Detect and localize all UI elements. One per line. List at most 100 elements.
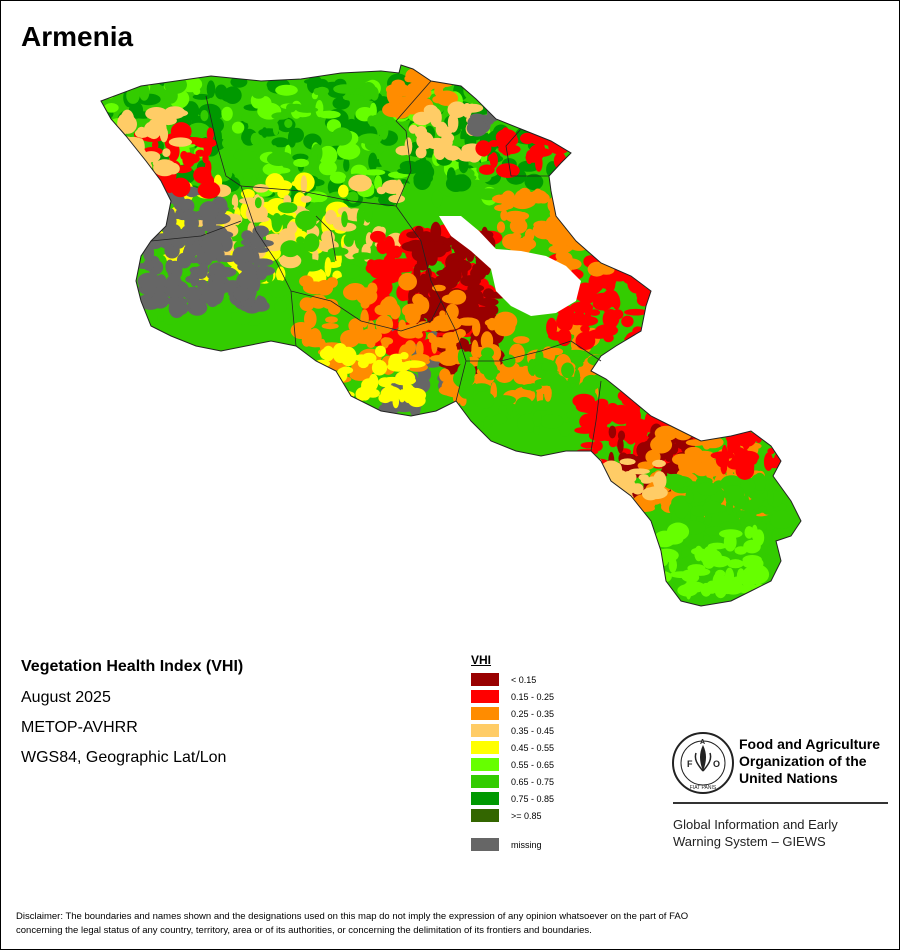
vhi-patch [470, 113, 485, 121]
vhi-patch [564, 349, 588, 357]
vhi-patch [130, 177, 154, 189]
vhi-patch [572, 466, 594, 478]
vhi-patch [342, 94, 365, 101]
vhi-patch [308, 328, 322, 348]
vhi-patch [118, 157, 133, 165]
vhi-patch [583, 328, 591, 346]
vhi-patch [586, 237, 600, 253]
vhi-patch [557, 328, 572, 347]
vhi-patch [395, 258, 419, 269]
vhi-patch [186, 244, 202, 251]
vhi-patch [329, 171, 347, 184]
province-boundary [570, 340, 602, 362]
vhi-patch [368, 152, 378, 171]
vhi-patch [583, 459, 607, 468]
vhi-patch [697, 482, 718, 496]
svg-text:FIAT PANIS: FIAT PANIS [690, 785, 717, 791]
vhi-patch [357, 358, 369, 369]
vhi-patch [151, 140, 159, 150]
vhi-patch [112, 166, 121, 183]
vhi-patch [116, 161, 127, 173]
vhi-patch [669, 396, 683, 407]
vhi-patch [457, 362, 476, 381]
vhi-patch [441, 294, 465, 304]
vhi-patch [504, 210, 527, 222]
vhi-patch [358, 133, 382, 145]
vhi-patch [751, 583, 767, 599]
legend-label: 0.55 - 0.65 [511, 759, 555, 770]
vhi-patch [772, 527, 780, 546]
svg-text:O: O [713, 759, 720, 769]
vhi-patch [104, 103, 119, 113]
vhi-patch [279, 253, 302, 269]
vhi-patch [126, 177, 137, 196]
vhi-patch [516, 106, 536, 122]
vhi-patch [589, 430, 610, 442]
vhi-patch [123, 168, 138, 181]
vhi-patch [300, 175, 308, 194]
vhi-patch [233, 286, 251, 302]
vhi-patch [272, 167, 291, 174]
vhi-patch [294, 372, 319, 388]
legend-swatch [471, 792, 499, 805]
vhi-patch [122, 164, 141, 174]
vhi-patch [375, 314, 394, 334]
vhi-patch [632, 386, 648, 401]
vhi-patch [111, 186, 119, 196]
vhi-patch [164, 75, 188, 94]
vhi-patch [583, 481, 601, 488]
vhi-patch [685, 399, 707, 418]
province-boundary [205, 95, 242, 187]
branding-divider [673, 802, 888, 804]
legend-swatch [471, 741, 499, 754]
vhi-patch [366, 388, 380, 398]
vhi-patch [271, 213, 283, 233]
vhi-patch [535, 369, 546, 378]
vhi-patch [475, 140, 492, 157]
vhi-patch [116, 152, 135, 165]
vhi-patch [580, 491, 604, 505]
vhi-patch [471, 278, 480, 292]
vhi-patch [277, 202, 298, 214]
vhi-patch [599, 236, 610, 248]
country-border [100, 64, 802, 607]
vhi-patch [126, 87, 140, 104]
vhi-patch [289, 103, 304, 111]
vhi-patch [690, 567, 711, 576]
giews-line1: Global Information and Early [673, 817, 838, 832]
vhi-patch [576, 282, 594, 299]
vhi-patch [143, 259, 154, 271]
province-boundary [590, 380, 602, 452]
vhi-patch [101, 138, 116, 157]
vhi-patch [164, 109, 189, 118]
vhi-patch [478, 164, 495, 175]
legend-swatch [471, 724, 499, 737]
vhi-patch [404, 75, 414, 83]
vhi-patch [659, 403, 671, 420]
vhi-patch [438, 316, 462, 330]
vhi-patch [327, 247, 349, 256]
fao-name-line2: Organization of the [739, 753, 867, 769]
vhi-patch [261, 127, 268, 138]
vhi-patch [532, 411, 542, 427]
vhi-patch [652, 459, 666, 468]
province-boundary [395, 205, 442, 302]
vhi-patch [595, 221, 614, 240]
legend-row: 0.65 - 0.75 [471, 773, 671, 790]
vhi-patch [652, 471, 667, 491]
vhi-patch [770, 510, 794, 529]
vhi-patch [102, 81, 110, 96]
vhi-patch [494, 204, 510, 212]
vhi-patch [333, 84, 356, 94]
vhi-patch [368, 373, 379, 391]
vhi-patch [621, 315, 634, 328]
vhi-patch [447, 113, 459, 133]
vhi-patch [250, 132, 260, 146]
vhi-patch [458, 300, 479, 314]
vhi-patch [582, 489, 591, 501]
vhi-patch [493, 395, 516, 406]
vhi-patch [328, 303, 341, 315]
vhi-patch [131, 191, 153, 206]
vhi-patch [702, 549, 716, 569]
vhi-patch [388, 194, 406, 204]
